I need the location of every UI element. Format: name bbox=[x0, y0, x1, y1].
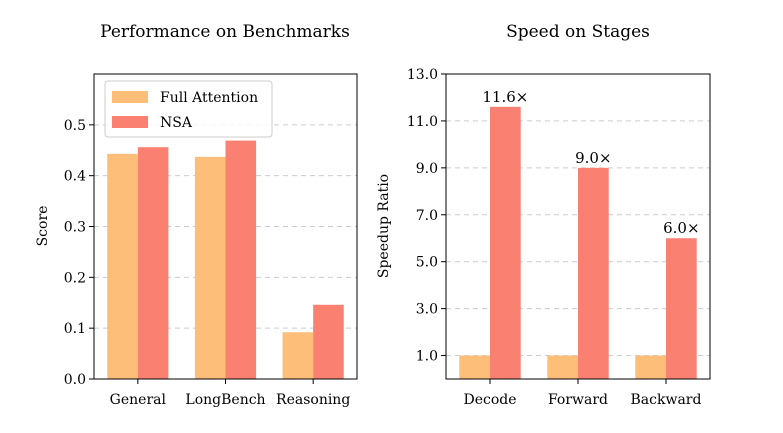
speed-y-tick-label: 5.0 bbox=[416, 255, 438, 271]
speed-bar-nsa-backward bbox=[666, 238, 697, 379]
benchmarks-y-tick-label: 0.1 bbox=[64, 321, 86, 337]
benchmarks-y-tick-label: 0.3 bbox=[64, 220, 86, 236]
speed-y-tick-label: 13.0 bbox=[407, 67, 438, 83]
speed-y-ticks: 1.0 3.0 5.0 7.0 9.0 11.0 13.0 bbox=[407, 67, 446, 365]
benchmarks-bar-full-attention-general bbox=[107, 153, 138, 379]
legend-swatch-full-attention bbox=[112, 91, 148, 103]
speed-chart-title: Speed on Stages bbox=[506, 22, 650, 42]
speed-y-tick-label: 7.0 bbox=[416, 208, 438, 224]
legend-swatch-nsa bbox=[112, 116, 148, 128]
speed-bar-full-attention-forward bbox=[547, 355, 578, 379]
benchmarks-y-tick-label: 0.5 bbox=[64, 118, 86, 134]
benchmarks-y-axis-label: Score bbox=[35, 206, 51, 247]
speed-chart: Speed on Stages 11.6× 9.0× 6.0× 1.0 3.0 5.0 7… bbox=[376, 22, 711, 408]
benchmarks-chart-title: Performance on Benchmarks bbox=[100, 22, 350, 42]
benchmarks-y-ticks: 0.0 0.1 0.2 0.3 0.4 0.5 bbox=[64, 118, 94, 388]
speed-y-axis-label: Speedup Ratio bbox=[376, 174, 392, 278]
speed-data-label-backward: 6.0× bbox=[663, 219, 699, 237]
benchmarks-x-tick-label-reasoning: Reasoning bbox=[276, 392, 350, 408]
speed-x-tick-label-forward: Forward bbox=[548, 392, 608, 408]
legend-label-nsa: NSA bbox=[160, 115, 193, 131]
benchmarks-chart: Performance on Benchmarks 0.00.10.20.30.… bbox=[35, 22, 358, 408]
benchmarks-bar-nsa-general bbox=[137, 147, 169, 379]
speed-x-tick-label-decode: Decode bbox=[463, 392, 516, 408]
speed-y-tick-label: 1.0 bbox=[416, 349, 438, 365]
benchmarks-bars bbox=[107, 140, 344, 379]
benchmarks-bar-nsa-reasoning bbox=[313, 304, 344, 379]
speed-bar-nsa-forward bbox=[578, 167, 609, 379]
benchmarks-bar-full-attention-reasoning bbox=[282, 332, 314, 379]
benchmarks-x-ticks: General LongBench Reasoning bbox=[110, 379, 350, 408]
speed-bars bbox=[459, 106, 697, 379]
benchmarks-bar-full-attention-longbench bbox=[194, 156, 226, 379]
speed-y-tick-label: 3.0 bbox=[416, 302, 438, 318]
speed-data-labels: 11.6× 9.0× 6.0× bbox=[482, 88, 699, 237]
benchmarks-y-tick-label: 0.2 bbox=[64, 270, 86, 286]
benchmarks-x-tick-label-longbench: LongBench bbox=[185, 392, 265, 408]
speed-bar-full-attention-backward bbox=[635, 355, 666, 379]
benchmarks-bar-nsa-longbench bbox=[225, 140, 257, 379]
benchmarks-y-tick-label: 0.4 bbox=[64, 169, 86, 185]
speed-data-label-forward: 9.0× bbox=[575, 149, 611, 167]
benchmarks-x-tick-label-general: General bbox=[110, 392, 167, 408]
speed-bar-full-attention-decode bbox=[459, 355, 490, 379]
legend-label-full-attention: Full Attention bbox=[160, 90, 258, 106]
speed-y-tick-label: 11.0 bbox=[407, 114, 438, 130]
benchmarks-y-tick-label: 0.0 bbox=[64, 372, 86, 388]
speed-x-ticks: Decode Forward Backward bbox=[463, 379, 702, 408]
speed-data-label-decode: 11.6× bbox=[482, 88, 528, 106]
legend: Full Attention NSA bbox=[104, 80, 273, 138]
speed-y-tick-label: 9.0 bbox=[416, 161, 438, 177]
speed-x-tick-label-backward: Backward bbox=[631, 392, 702, 408]
speed-bar-nsa-decode bbox=[490, 106, 521, 379]
